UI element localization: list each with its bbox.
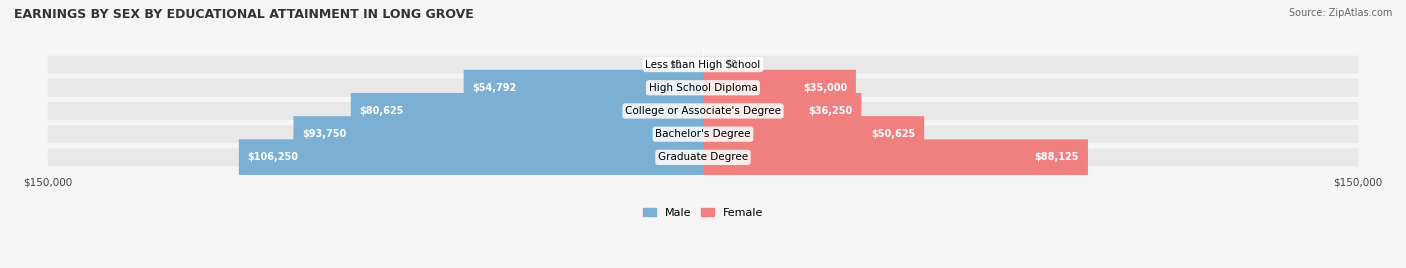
Text: EARNINGS BY SEX BY EDUCATIONAL ATTAINMENT IN LONG GROVE: EARNINGS BY SEX BY EDUCATIONAL ATTAINMEN… [14,8,474,21]
Text: $93,750: $93,750 [302,129,346,139]
FancyBboxPatch shape [352,93,703,129]
FancyBboxPatch shape [48,125,1358,143]
FancyBboxPatch shape [464,70,703,106]
FancyBboxPatch shape [703,93,862,129]
FancyBboxPatch shape [48,79,1358,97]
Text: Graduate Degree: Graduate Degree [658,152,748,162]
Text: High School Diploma: High School Diploma [648,83,758,93]
Text: $80,625: $80,625 [360,106,404,116]
FancyBboxPatch shape [239,139,703,175]
FancyBboxPatch shape [294,116,703,152]
FancyBboxPatch shape [703,139,1088,175]
Text: $0: $0 [725,59,737,70]
Text: Source: ZipAtlas.com: Source: ZipAtlas.com [1288,8,1392,18]
Text: Bachelor's Degree: Bachelor's Degree [655,129,751,139]
Text: $106,250: $106,250 [247,152,298,162]
Text: $88,125: $88,125 [1035,152,1080,162]
Text: $50,625: $50,625 [872,129,915,139]
FancyBboxPatch shape [48,56,1358,73]
Text: $0: $0 [669,59,681,70]
Text: $36,250: $36,250 [808,106,852,116]
FancyBboxPatch shape [48,102,1358,120]
Text: $54,792: $54,792 [472,83,516,93]
Legend: Male, Female: Male, Female [643,208,763,218]
Text: College or Associate's Degree: College or Associate's Degree [626,106,780,116]
FancyBboxPatch shape [703,116,924,152]
FancyBboxPatch shape [48,148,1358,166]
FancyBboxPatch shape [703,70,856,106]
Text: $35,000: $35,000 [803,83,848,93]
Text: Less than High School: Less than High School [645,59,761,70]
